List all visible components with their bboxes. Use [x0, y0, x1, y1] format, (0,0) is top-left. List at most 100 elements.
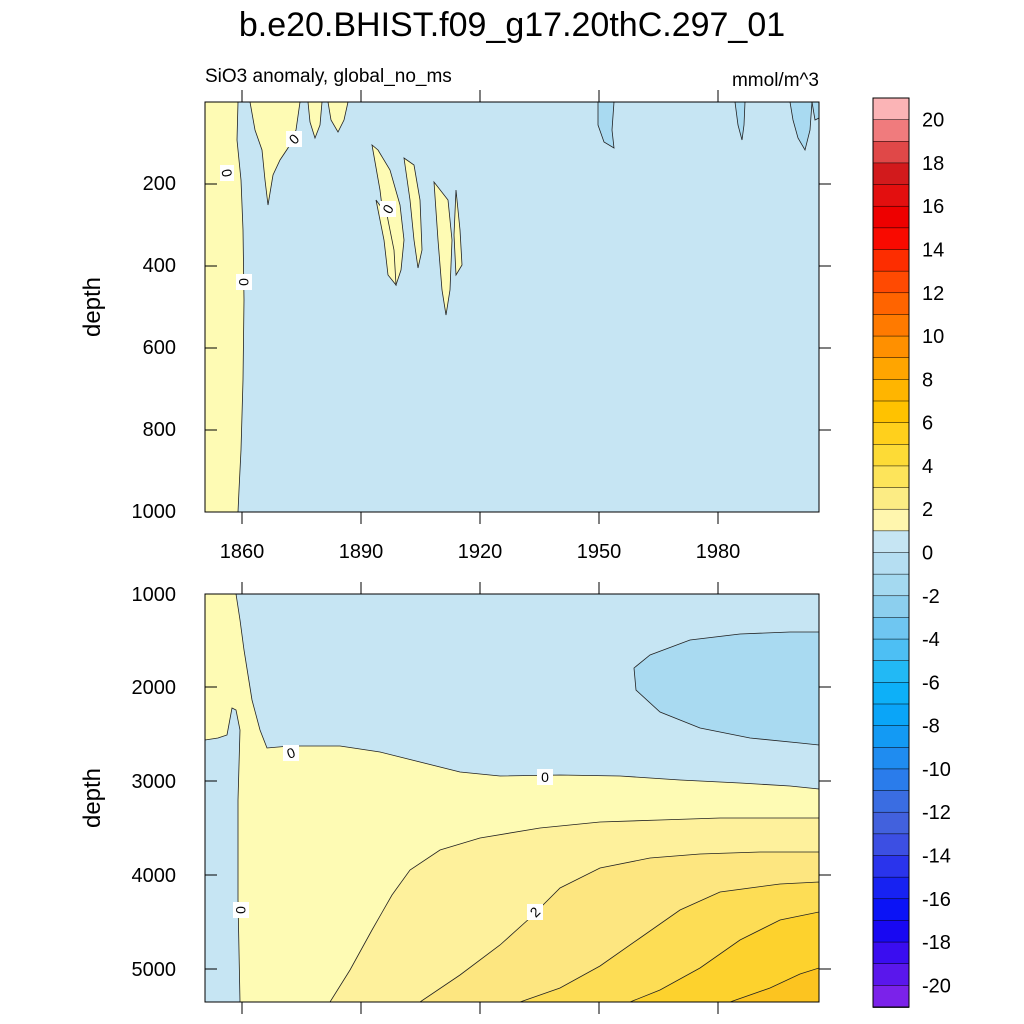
upper-positive-region-left: [205, 102, 245, 512]
lower-band-5-6: [729, 967, 819, 1002]
colorbar-swatch: [872, 530, 910, 554]
chart-subtitle-left: SiO3 anomaly, global_no_ms: [205, 66, 452, 87]
colorbar-tick-label: -20: [922, 975, 951, 997]
upper-positive-lens: [433, 180, 453, 316]
colorbar-swatch: [872, 595, 910, 619]
lower-negative-lens: [633, 631, 819, 746]
colorbar-swatch: [872, 790, 910, 814]
upper-contour-label: 0: [236, 274, 252, 290]
colorbar-tick-label: -12: [922, 802, 951, 824]
lower-y-axis-label: depth: [79, 768, 106, 828]
colorbar-tick-label: -18: [922, 932, 951, 954]
chart-units-label: mmol/m^3: [732, 70, 819, 91]
upper-panel: 0 0 0 0 depth 200 400 600 80: [79, 90, 831, 563]
svg-text:0: 0: [218, 168, 235, 179]
colorbar-tick-label: 4: [922, 456, 933, 478]
lower-y-ticks: [205, 686, 831, 970]
colorbar-swatch: [872, 725, 910, 749]
colorbar-swatch: [872, 249, 910, 272]
upper-contour-label: 0: [379, 201, 397, 217]
colorbar-swatch: [872, 422, 910, 446]
colorbar-swatch: [872, 703, 910, 727]
colorbar-tick-label: -10: [922, 759, 951, 781]
colorbar-swatch: [872, 357, 910, 381]
colorbar-tick-label: -16: [922, 889, 951, 911]
colorbar-swatch: [872, 552, 910, 575]
colorbar-tick-label: 0: [922, 543, 933, 565]
colorbar-swatch: [872, 573, 910, 597]
colorbar-swatch: [872, 833, 910, 857]
upper-x-ticks: [241, 90, 719, 524]
colorbar-swatch: [872, 465, 910, 489]
colorbar-swatch: [872, 141, 910, 164]
upper-negative-wisp: [811, 102, 819, 121]
svg-text:0: 0: [541, 769, 549, 785]
colorbar-swatch: [872, 162, 910, 186]
colorbar-swatch: [872, 335, 910, 359]
colorbar-swatch: [872, 508, 910, 532]
x-tick-label: 1860: [220, 541, 265, 563]
colorbar-swatch: [872, 617, 910, 640]
x-tick-label: 1920: [458, 541, 503, 563]
colorbar-swatch: [872, 227, 910, 251]
lower-contour-label: 0: [233, 902, 249, 918]
colorbar-swatch: [872, 205, 910, 229]
colorbar-swatch: [872, 292, 910, 316]
colorbar-swatch: [872, 400, 910, 424]
upper-contour-label: 0: [286, 130, 303, 147]
x-tick-label: 1980: [696, 541, 741, 563]
lower-negative-column: [205, 707, 241, 1002]
colorbar-tick-label: 14: [922, 240, 944, 262]
x-tick-label: 1890: [339, 541, 384, 563]
upper-y-tick-label: 1000: [132, 501, 177, 523]
colorbar-swatch: [872, 682, 910, 705]
colorbar-swatch: [872, 660, 910, 684]
colorbar-swatch: [872, 985, 910, 1008]
colorbar-swatch: [872, 941, 910, 965]
colorbar-tick-label: -4: [922, 629, 940, 651]
chart-title: b.e20.BHIST.f09_g17.20thC.297_01: [239, 6, 785, 44]
colorbar-tick-label: 20: [922, 110, 944, 132]
colorbar-swatch: [872, 487, 910, 511]
lower-y-tick-label: 5000: [132, 959, 177, 981]
colorbar-tick-label: 10: [922, 326, 944, 348]
colorbar-swatch: [872, 97, 910, 121]
upper-y-ticks: [205, 183, 831, 431]
colorbar-tick-label: -2: [922, 586, 940, 608]
upper-positive-lens: [403, 157, 423, 269]
svg-text:0: 0: [233, 906, 249, 914]
colorbar-tick-label: 12: [922, 283, 944, 305]
colorbar-frame: [872, 97, 910, 1008]
colorbar-tick-label: 16: [922, 196, 944, 218]
lower-y-tick-label: 3000: [132, 771, 177, 793]
colorbar-swatch: [872, 270, 910, 294]
upper-positive-wisp: [249, 102, 301, 206]
colorbar-swatch: [872, 768, 910, 792]
colorbar-swatch: [872, 444, 910, 467]
lower-y-tick-label: 2000: [132, 677, 177, 699]
upper-negative-wisp: [734, 102, 746, 141]
upper-contour-label: 0: [218, 165, 236, 181]
x-tick-label: 1950: [577, 541, 622, 563]
lower-y-tick-label: 4000: [132, 865, 177, 887]
lower-contour-label: 0: [283, 744, 299, 762]
colorbar-tick-label: -8: [922, 716, 940, 738]
colorbar-swatch: [872, 876, 910, 900]
colorbar-tick-label: -14: [922, 846, 951, 868]
lower-band-4-5: [629, 911, 819, 1002]
lower-x-ticks: [241, 582, 719, 1014]
svg-text:0: 0: [236, 278, 252, 286]
colorbar-swatch: [872, 855, 910, 878]
upper-positive-lens: [453, 189, 463, 277]
colorbar-swatch: [872, 119, 910, 143]
upper-negative-wisp: [597, 102, 615, 149]
upper-plot-frame: [204, 101, 820, 513]
upper-positive-wisp: [307, 102, 323, 140]
upper-positive-wisp: [327, 102, 349, 133]
lower-panel: 0 0 0 2 depth 1000 2000 3000 4000: [79, 582, 831, 1014]
colorbar-swatch: [872, 184, 910, 208]
upper-y-tick-label: 600: [143, 337, 176, 359]
colorbar-swatch: [872, 379, 910, 402]
upper-negative-fill: [205, 102, 819, 512]
